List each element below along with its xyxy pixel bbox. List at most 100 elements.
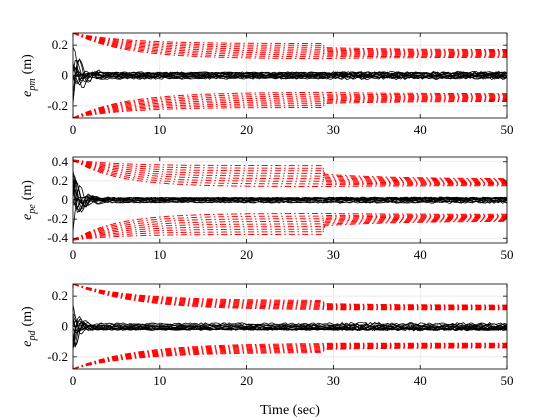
y-tick-label: 0 (62, 192, 69, 207)
bound-line (73, 220, 507, 241)
x-tick-label: 50 (501, 373, 514, 388)
y-tick-label: 0.2 (52, 288, 68, 303)
error-line (73, 184, 507, 232)
x-tick-label: 20 (240, 373, 253, 388)
error-line (73, 47, 507, 89)
bound-line (73, 284, 507, 307)
y-tick-label: -0.2 (47, 98, 68, 113)
x-tick-label: 0 (70, 373, 77, 388)
y-tick-label: 0.2 (52, 173, 68, 188)
bound-line (73, 346, 507, 369)
y-tick-label: -0.4 (47, 230, 68, 245)
error-line (73, 71, 507, 77)
y-tick-label: 0.2 (52, 37, 68, 52)
y-axis-label: epm(m) (20, 54, 38, 97)
bound-line (73, 159, 507, 180)
bound-line (73, 345, 507, 369)
x-tick-label: 20 (240, 122, 253, 137)
x-axis-label: Time (sec) (260, 403, 320, 418)
bound-line (73, 284, 507, 308)
bound-line (73, 33, 507, 51)
x-tick-label: 40 (414, 247, 427, 262)
bound-line (73, 214, 507, 241)
x-tick-label: 30 (327, 247, 340, 262)
x-tick-label: 10 (153, 247, 166, 262)
y-axis-label: epe(m) (20, 180, 38, 220)
x-tick-label: 10 (153, 122, 166, 137)
x-tick-label: 30 (327, 373, 340, 388)
bound-line (73, 344, 507, 369)
bound-line (73, 159, 507, 184)
bound-line (73, 213, 507, 241)
bound-line (73, 100, 507, 118)
error-line (73, 320, 507, 347)
bound-line (73, 99, 507, 118)
bound-line (73, 159, 507, 181)
bound-line (73, 342, 507, 369)
x-tick-label: 20 (240, 247, 253, 262)
bound-line (73, 346, 507, 369)
bound-line (73, 97, 507, 118)
bound-line (73, 93, 507, 118)
y-axis-label: epd(m) (20, 306, 38, 347)
x-tick-label: 40 (414, 122, 427, 137)
error-line (73, 187, 507, 204)
bound-line (73, 284, 507, 308)
bound-line (73, 345, 507, 369)
x-tick-label: 50 (501, 122, 514, 137)
bound-line (73, 159, 507, 186)
bound-line (73, 95, 507, 118)
x-tick-label: 10 (153, 373, 166, 388)
bound-line (73, 159, 507, 187)
error-line (73, 58, 507, 104)
error-line (73, 74, 507, 81)
x-tick-label: 0 (70, 122, 77, 137)
bound-line (73, 219, 507, 241)
bound-line (73, 96, 507, 118)
y-tick-label: 0 (62, 319, 69, 334)
bound-line (73, 218, 507, 241)
error-line (73, 65, 507, 79)
bound-line (73, 284, 507, 309)
bound-line (73, 159, 507, 185)
bound-line (73, 220, 507, 241)
bound-line (73, 284, 507, 311)
bound-line (73, 33, 507, 55)
y-tick-label: -0.2 (47, 349, 68, 364)
bound-line (73, 284, 507, 307)
x-tick-label: 40 (414, 373, 427, 388)
bound-line (73, 33, 507, 53)
x-tick-label: 50 (501, 247, 514, 262)
bound-line (73, 284, 507, 310)
x-tick-label: 0 (70, 247, 77, 262)
y-tick-label: 0 (62, 68, 69, 83)
bound-line (73, 33, 507, 52)
bound-line (73, 98, 507, 118)
bound-line (73, 217, 507, 241)
error-line (73, 72, 507, 84)
bound-line (73, 343, 507, 369)
bound-line (73, 159, 507, 183)
bound-line (73, 91, 507, 118)
bound-line (73, 33, 507, 60)
bound-line (73, 159, 507, 182)
bound-line (73, 101, 507, 118)
bound-line (73, 347, 507, 369)
error-line (73, 319, 507, 348)
bound-line (73, 33, 507, 54)
bound-line (73, 33, 507, 50)
bound-line (73, 159, 507, 180)
x-tick-label: 30 (327, 122, 340, 137)
bound-line (73, 284, 507, 306)
bound-line (73, 33, 507, 56)
bound-line (73, 33, 507, 58)
bound-line (73, 284, 507, 310)
bound-line (73, 216, 507, 241)
bound-line (73, 343, 507, 369)
y-tick-label: 0.4 (52, 154, 69, 169)
subplot-epe: 0 10 20 30 40 50 -0.4 -0.2 0 0.2 0.4 epe(m) (20, 154, 514, 262)
